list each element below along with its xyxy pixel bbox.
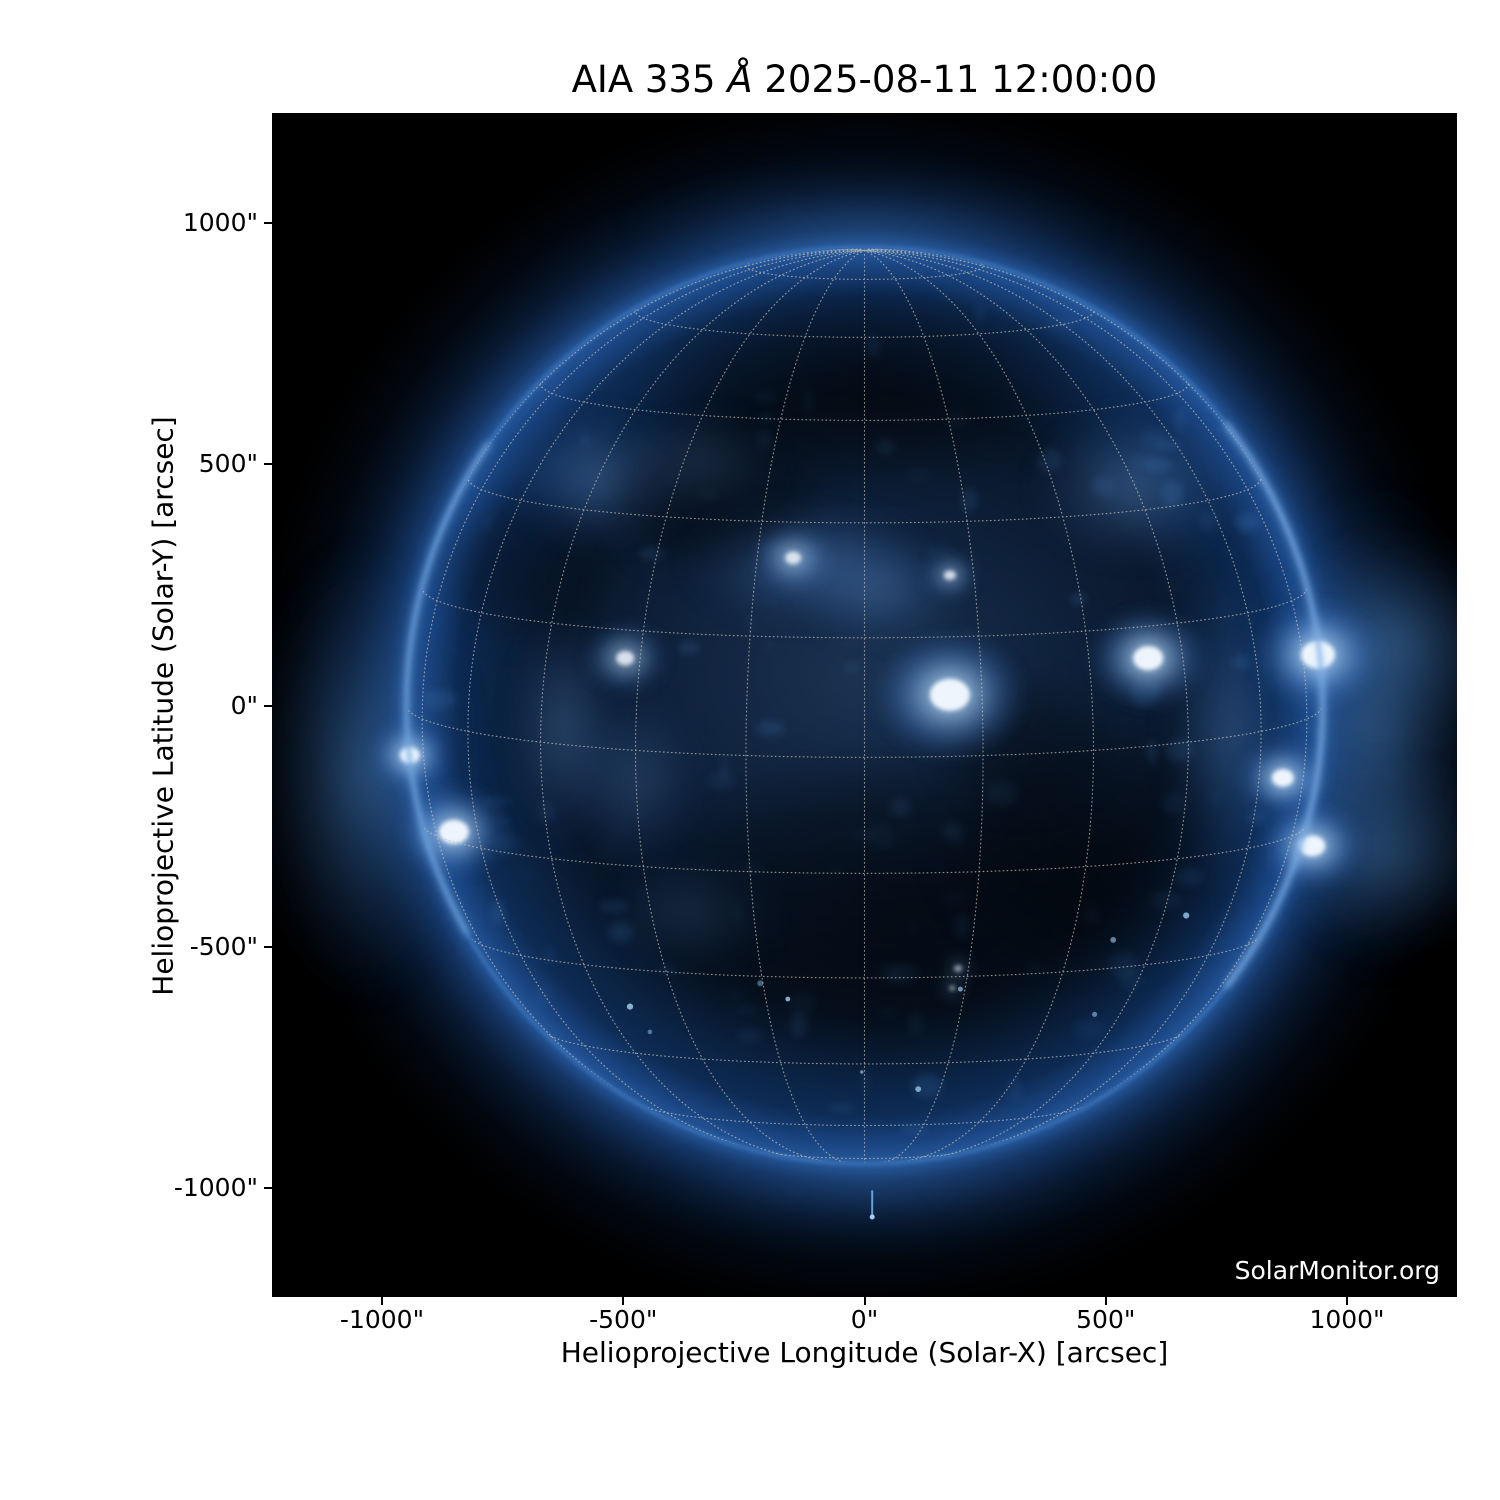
y-axis-label: Helioprojective Latitude (Solar-Y) [arcs… <box>146 416 180 996</box>
x-tick-mark <box>1346 1297 1348 1305</box>
y-tick-label: 500" <box>198 449 258 479</box>
title-prefix: AIA 335 <box>571 58 728 101</box>
y-tick-label: 1000" <box>182 208 258 237</box>
x-tick-label: 0" <box>850 1305 879 1334</box>
y-tick-mark <box>264 463 272 466</box>
y-tick-mark <box>264 945 272 948</box>
plot-area: SolarMonitor.org <box>272 113 1457 1297</box>
x-tick-mark <box>622 1297 625 1305</box>
solar-image <box>272 113 1457 1297</box>
x-tick-mark <box>863 1297 866 1305</box>
x-tick-label: 500" <box>1076 1305 1136 1334</box>
watermark: SolarMonitor.org <box>1234 1256 1440 1285</box>
title-datetime: 2025-08-11 12:00:00 <box>752 58 1158 101</box>
y-tick-mark <box>264 222 272 224</box>
y-tick-mark <box>264 704 272 707</box>
y-tick-label: -1000" <box>173 1173 258 1202</box>
x-tick-label: -500" <box>589 1305 658 1334</box>
x-tick-mark <box>1104 1297 1107 1305</box>
title-angstrom: Å <box>727 58 753 101</box>
y-tick-label: 0" <box>230 690 258 720</box>
x-axis-label: Helioprojective Longitude (Solar-X) [arc… <box>560 1336 1169 1369</box>
x-tick-label: 1000" <box>1309 1305 1385 1334</box>
y-tick-mark <box>264 1187 272 1189</box>
y-tick-label: -500" <box>189 931 258 961</box>
x-tick-mark <box>381 1297 383 1305</box>
x-tick-label: -1000" <box>339 1305 425 1334</box>
figure-title: AIA 335 Å 2025-08-11 12:00:00 <box>272 58 1457 101</box>
